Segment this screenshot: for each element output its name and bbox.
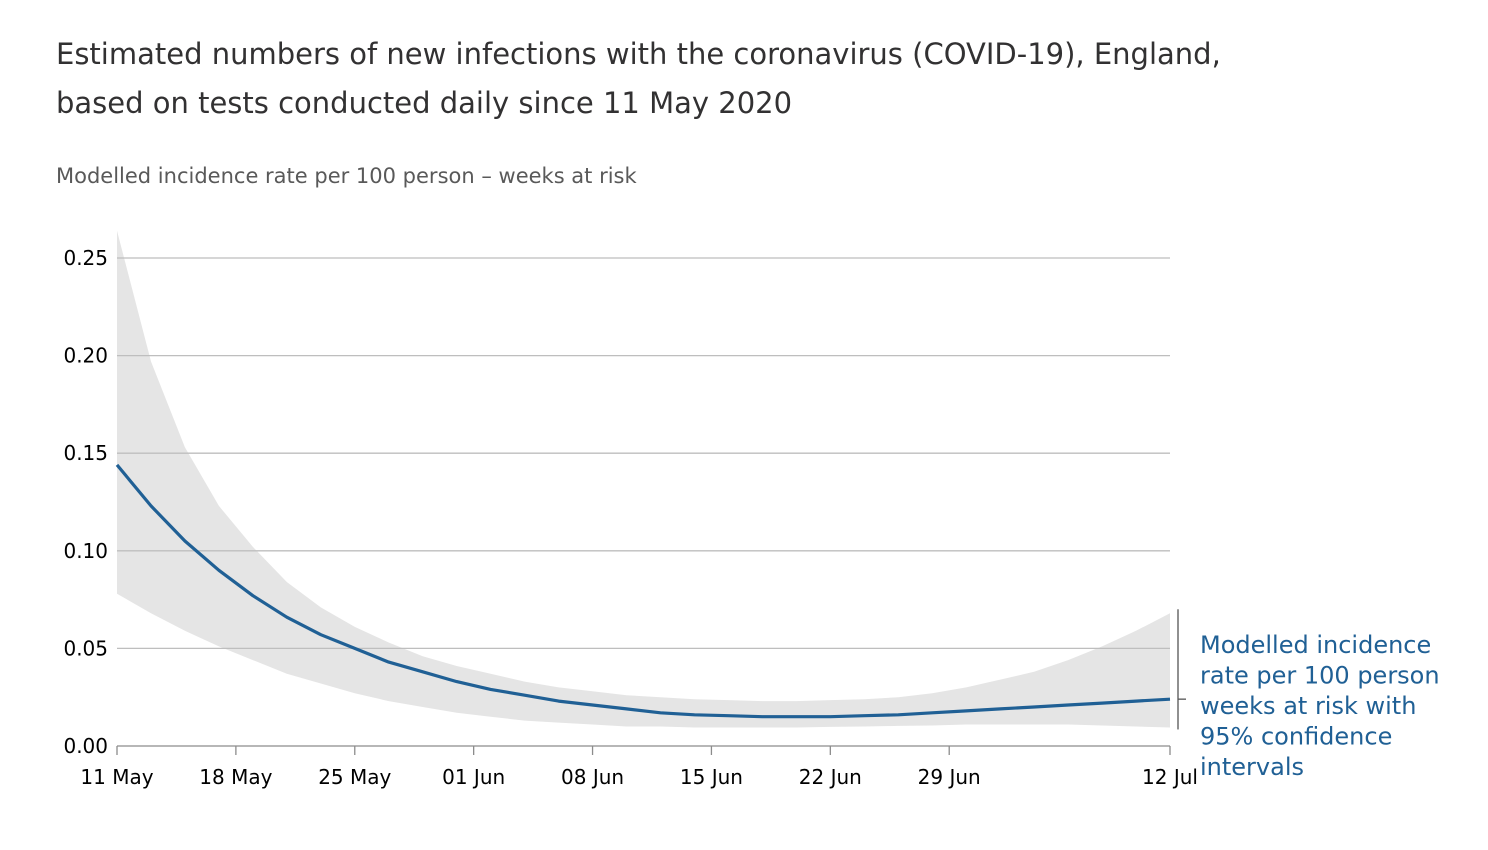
x-tick-label: 08 Jun: [561, 765, 624, 789]
incidence-line: [115, 463, 1171, 719]
x-tick-label: 15 Jun: [680, 765, 743, 789]
chart-title-line-2: based on tests conducted daily since 11 …: [56, 86, 793, 120]
chart-title-line-1: Estimated numbers of new infections with…: [56, 37, 1221, 71]
y-tick-label: 0.10: [63, 539, 108, 563]
x-tick-label: 18 May: [199, 765, 272, 789]
annotation-text-line: weeks at risk with: [1200, 692, 1416, 720]
annotation-text-line: intervals: [1200, 753, 1304, 781]
chart-title: Estimated numbers of new infections with…: [56, 30, 1356, 128]
x-tick-label: 22 Jun: [799, 765, 862, 789]
y-tick-label: 0.05: [63, 636, 108, 660]
annotation-text-line: 95% confidence: [1200, 723, 1392, 751]
x-tick-label: 11 May: [80, 765, 153, 789]
x-tick-label: 25 May: [318, 765, 391, 789]
y-tick-label: 0.15: [63, 441, 108, 465]
confidence-interval-band: [117, 230, 1170, 728]
annotation-text-line: Modelled incidence: [1200, 631, 1431, 659]
y-tick-label: 0.20: [63, 344, 108, 368]
x-tick-label: 01 Jun: [442, 765, 505, 789]
x-tick-label: 29 Jun: [918, 765, 981, 789]
y-tick-label: 0.25: [63, 246, 108, 270]
y-tick-label: 0.00: [63, 734, 108, 758]
y-axis-label: Modelled incidence rate per 100 person –…: [56, 164, 637, 188]
annotation-text-line: rate per 100 person: [1200, 662, 1440, 690]
x-tick-label: 12 Jul: [1142, 765, 1198, 789]
